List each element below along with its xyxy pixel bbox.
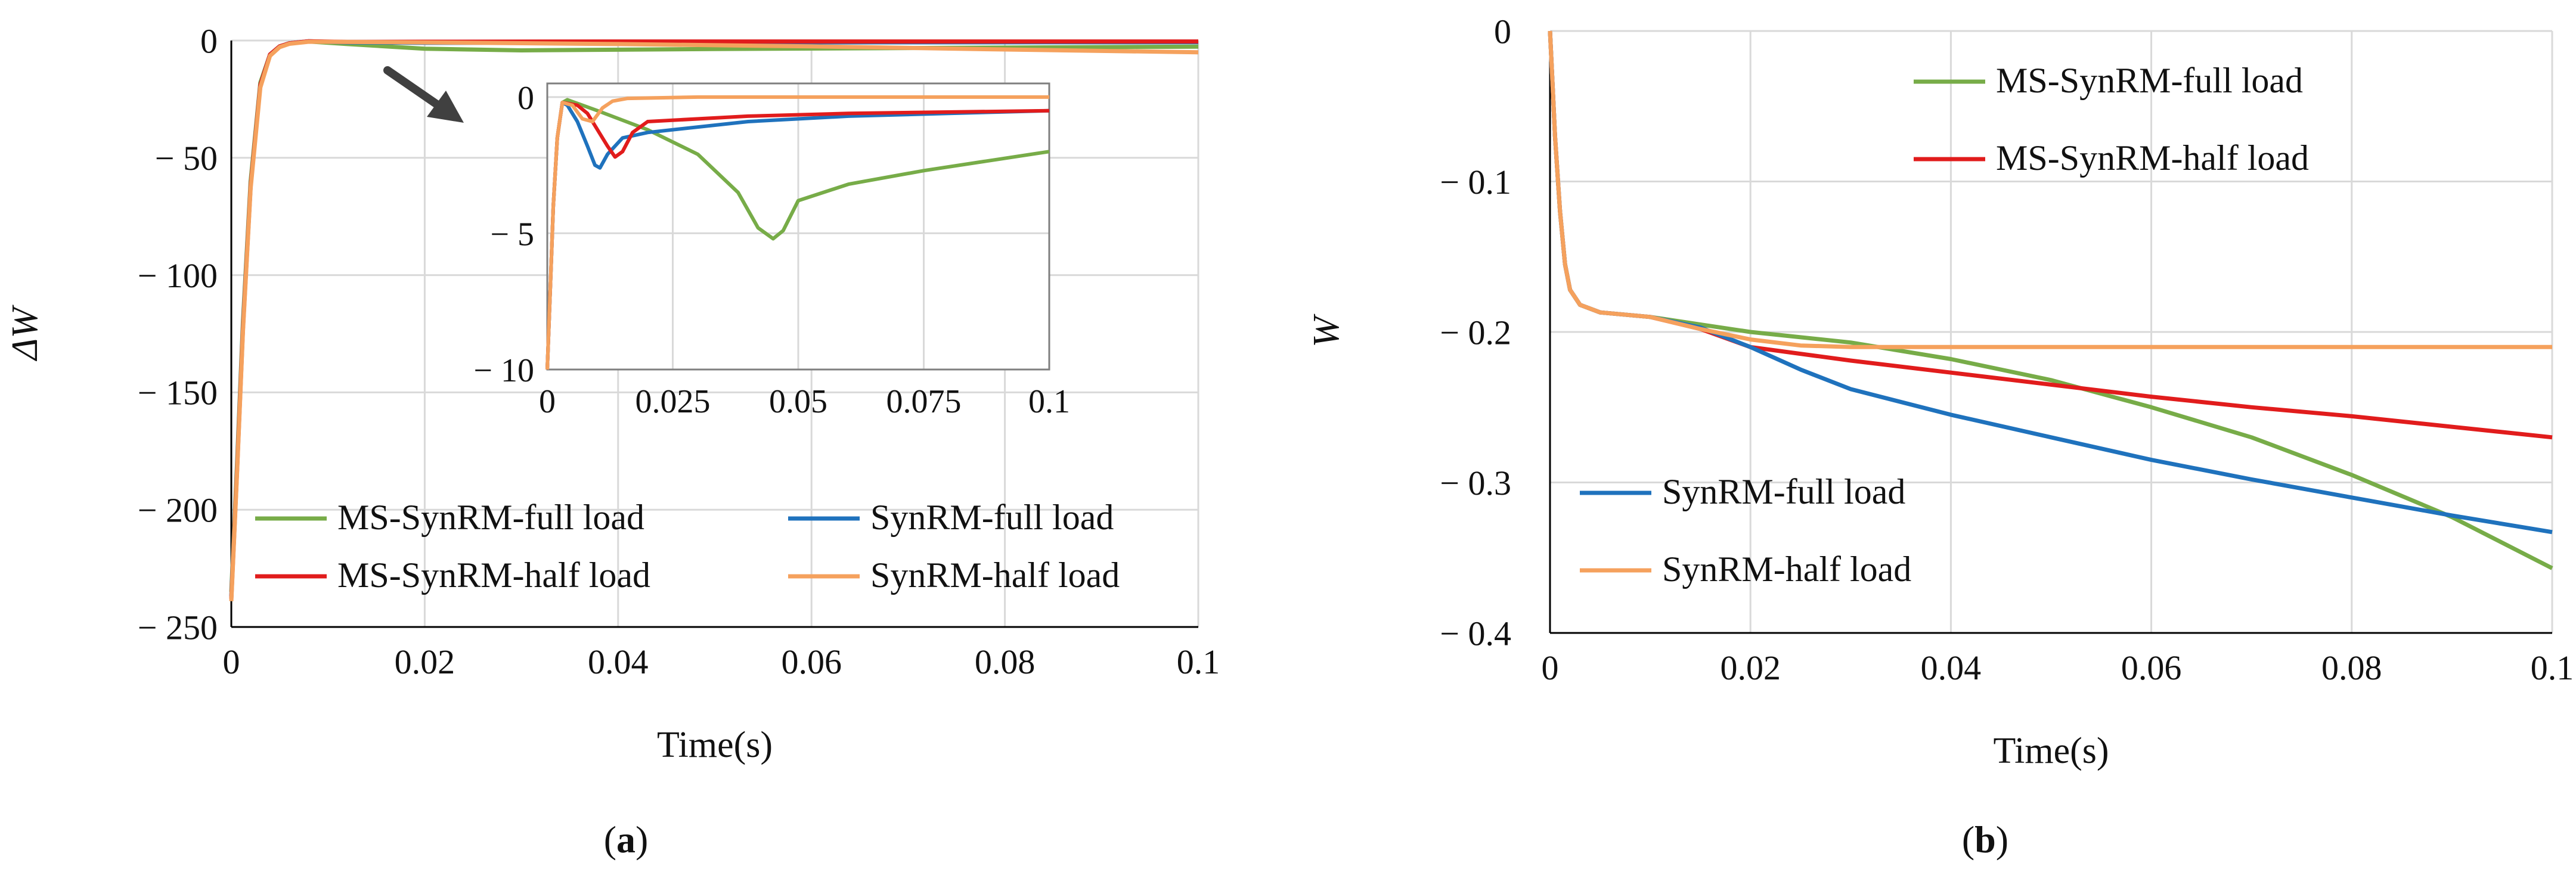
panel-label: (b) bbox=[1962, 818, 2008, 861]
inset-x-tick-label: 0 bbox=[539, 383, 556, 420]
inset-frame bbox=[546, 82, 1050, 371]
legend-a: MS-SynRM-full load SynRM-full load MS-SynR… bbox=[255, 498, 1120, 595]
panel-paren-close: ) bbox=[1996, 818, 2008, 861]
legend-label-syn_half: SynRM-half load bbox=[870, 555, 1120, 595]
inset-x-tick-label: 0.1 bbox=[1028, 383, 1070, 420]
inset-y-tick-label: 0 bbox=[517, 80, 534, 117]
y-tick-label: 0 bbox=[1494, 12, 1511, 51]
zoom-arrow-head bbox=[427, 91, 464, 123]
y-tick-label: − 0.1 bbox=[1440, 163, 1511, 201]
y-tick-label: 0 bbox=[200, 21, 218, 60]
y-tick-label: − 0.3 bbox=[1440, 464, 1511, 502]
legend-label-ms_half: MS-SynRM-half load bbox=[1996, 138, 2309, 178]
y-tick-label: − 150 bbox=[138, 374, 218, 412]
inset-x-tick-label: 0.075 bbox=[886, 383, 962, 420]
zoom-arrow bbox=[383, 66, 464, 123]
y-tick-label: − 250 bbox=[138, 608, 218, 647]
inset-y-tick-label: − 5 bbox=[490, 216, 534, 253]
y-tick-label: − 0.4 bbox=[1440, 614, 1511, 653]
x-tick-label: 0.02 bbox=[395, 642, 455, 681]
legend-label-syn_half: SynRM-half load bbox=[1662, 549, 1911, 589]
x-tick-label: 0.04 bbox=[588, 642, 649, 681]
chart-b: 0 0.02 0.04 0.06 0.08 0.1 0 − 0.1 − 0.2 − 0.3 − 0.… bbox=[1306, 12, 2574, 861]
y-tick-label: − 100 bbox=[138, 256, 218, 295]
x-tick-label: 0.1 bbox=[1177, 642, 1220, 681]
panel-paren-open: ( bbox=[1962, 818, 1974, 861]
series-line-syn_half bbox=[229, 39, 1199, 601]
inset-series-line-syn_half bbox=[545, 95, 1049, 370]
x-tick-label: 0.04 bbox=[1921, 648, 1982, 687]
x-tick-label: 0 bbox=[1542, 648, 1559, 687]
y-axis-label: W bbox=[1306, 313, 1347, 347]
panel-letter: b bbox=[1974, 818, 1996, 861]
x-tick-label: 0.08 bbox=[975, 642, 1036, 681]
zoom-arrow-shaft bbox=[383, 66, 445, 111]
inset-x-tick-label: 0.05 bbox=[769, 383, 827, 420]
legend-label-syn_full: SynRM-full load bbox=[870, 498, 1114, 537]
chart-a: 0 0.02 0.04 0.06 0.08 0.10− 50− 100− 150− 200… bbox=[5, 21, 1220, 861]
x-tick-label: 0.06 bbox=[2121, 648, 2182, 687]
panel-paren-close: ) bbox=[636, 818, 648, 861]
series-line-syn_full bbox=[1548, 30, 2553, 535]
inset-chart: 0 0.025 0.05 0.075 0.1 0 − 5 − 10 bbox=[473, 80, 1070, 420]
x-tick-label: 0.06 bbox=[781, 642, 842, 681]
legend-label-ms_full: MS-SynRM-full load bbox=[1996, 61, 2303, 100]
x-axis-label: Time(s) bbox=[1993, 731, 2109, 771]
y-axis-label: ΔW bbox=[5, 305, 45, 362]
inset-y-tick-label: − 10 bbox=[473, 352, 534, 389]
x-tick-label: 0.08 bbox=[2321, 648, 2382, 687]
panel-paren-open: ( bbox=[604, 818, 616, 861]
legend-label-syn_full: SynRM-full load bbox=[1662, 472, 1905, 511]
x-tick-label: 0 bbox=[223, 642, 240, 681]
legend-label-ms_half: MS-SynRM-half load bbox=[337, 555, 650, 595]
inset-x-tick-label: 0.025 bbox=[636, 383, 711, 420]
y-tick-label: − 0.2 bbox=[1440, 313, 1511, 352]
series-line-syn_half bbox=[1548, 30, 2552, 349]
legend-label-ms_full: MS-SynRM-full load bbox=[337, 498, 644, 537]
legend-b: MS-SynRM-full load MS-SynRM-half load SynR… bbox=[1580, 61, 2309, 589]
y-tick-label: − 50 bbox=[155, 139, 218, 178]
x-tick-label: 0.02 bbox=[1720, 648, 1781, 687]
panel-letter: a bbox=[616, 818, 636, 861]
x-axis-label: Time(s) bbox=[657, 725, 773, 765]
panel-label: (a) bbox=[604, 818, 649, 861]
y-tick-label: − 200 bbox=[138, 491, 218, 530]
x-tick-label: 0.1 bbox=[2531, 648, 2574, 687]
